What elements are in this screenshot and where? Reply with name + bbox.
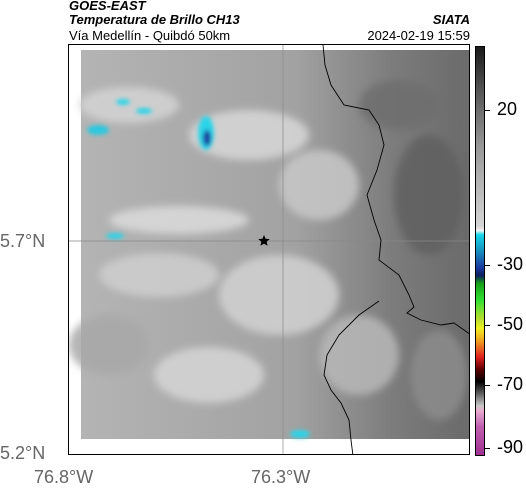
title-region: Vía Medellín - Quibdó 50km (69, 28, 231, 43)
title-timestamp: 2024-02-19 15:59 (367, 28, 470, 43)
lat-label-5-7: 5.7°N (0, 231, 46, 251)
title-agency: SIATA (432, 12, 470, 27)
colorbar-tick-minus50: -50 (497, 314, 524, 334)
lat-label-5-2: 5.2°N (0, 443, 46, 463)
satellite-image (69, 45, 469, 454)
colorbar-tick-minus90: -90 (497, 437, 524, 457)
colorbar (475, 46, 485, 456)
title-satellite: GOES-EAST (69, 0, 146, 13)
title-product: Temperatura de Brillo CH13 (69, 12, 240, 27)
colorbar-tick-20: 20 (497, 99, 518, 119)
colorbar-tick-minus70: -70 (497, 374, 524, 394)
colorbar-tick-minus30: -30 (497, 254, 524, 274)
satellite-map[interactable] (68, 44, 470, 455)
lon-label-76-8: 76.8°W (34, 467, 94, 487)
star-marker (258, 235, 270, 246)
lon-label-76-3: 76.3°W (251, 467, 311, 487)
